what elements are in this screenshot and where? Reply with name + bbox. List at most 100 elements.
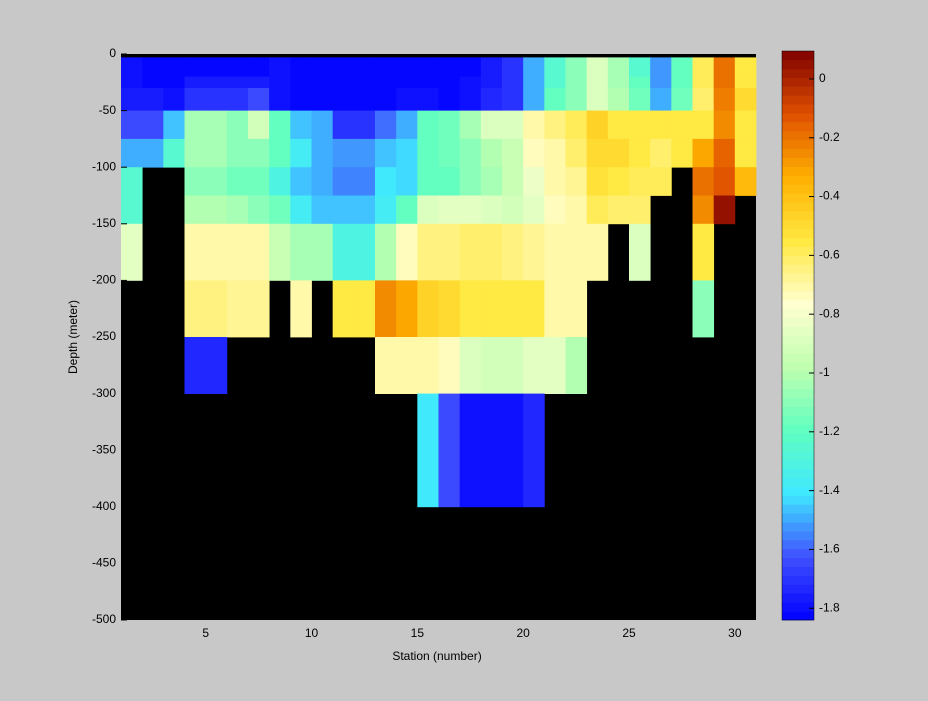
- heatmap-cell: [121, 87, 143, 111]
- heatmap-cell: [607, 76, 630, 89]
- heatmap-cell: [692, 87, 715, 111]
- heatmap-cell: [142, 57, 164, 78]
- colorbar-band: [782, 539, 814, 550]
- heatmap-cell: [565, 223, 588, 281]
- heatmap-cell: [544, 167, 566, 196]
- heatmap-cell: [353, 110, 376, 140]
- heatmap-cell: [523, 87, 545, 111]
- colorbar-band: [782, 95, 814, 105]
- colorbar-band: [782, 406, 814, 416]
- colorbar-band: [782, 122, 814, 132]
- heatmap-cell: [650, 110, 672, 140]
- heatmap-cell: [163, 76, 185, 89]
- heatmap-cell: [375, 337, 397, 394]
- heatmap-cell: [692, 57, 715, 78]
- colorbar-band: [782, 291, 814, 301]
- colorbar-band: [782, 335, 814, 345]
- heatmap-cell: [671, 57, 693, 78]
- y-tick-label: -50: [99, 103, 117, 117]
- heatmap-cell: [586, 87, 609, 111]
- heatmap-cell: [332, 76, 355, 89]
- heatmap-cell: [332, 280, 355, 338]
- heatmap-cell: [121, 223, 143, 281]
- heatmap-cell: [502, 76, 524, 89]
- heatmap-cell: [226, 167, 249, 196]
- heatmap-cell: [480, 110, 503, 140]
- heatmap-cell: [226, 138, 249, 168]
- colorbar-band: [782, 166, 814, 176]
- colorbar-band: [782, 148, 814, 158]
- y-tick-label: -500: [92, 612, 116, 626]
- heatmap-cell: [417, 167, 439, 196]
- heatmap-cell: [269, 223, 291, 281]
- colorbar-band: [782, 557, 814, 567]
- heatmap-cell: [417, 110, 439, 140]
- heatmap-cell: [565, 76, 588, 89]
- heatmap-cell: [226, 195, 249, 225]
- colorbar-band: [782, 388, 814, 399]
- heatmap-cell: [269, 57, 291, 78]
- heatmap-cell: [544, 337, 566, 394]
- colorbar-tick-label: 0: [819, 71, 826, 85]
- heatmap-cell: [311, 110, 334, 140]
- heatmap-cell: [311, 76, 334, 89]
- heatmap-cell: [480, 57, 503, 78]
- heatmap-cell: [205, 195, 228, 225]
- colorbar-band: [782, 477, 814, 487]
- y-tick-label: -350: [92, 442, 116, 456]
- heatmap-cell: [629, 87, 651, 111]
- heatmap-cell: [629, 167, 651, 196]
- heatmap-cell: [459, 138, 482, 168]
- heatmap-cell: [734, 110, 757, 140]
- heatmap-cell: [269, 87, 291, 111]
- heatmap-cell: [586, 138, 609, 168]
- heatmap-cell: [353, 57, 376, 78]
- heatmap-cell: [269, 76, 291, 89]
- heatmap-cell: [586, 57, 609, 78]
- heatmap-cell: [438, 167, 461, 196]
- colorbar-tick-label: -1.6: [819, 542, 840, 556]
- heatmap-cell: [184, 57, 207, 78]
- heatmap-cell: [480, 337, 503, 394]
- colorbar-band: [782, 113, 814, 123]
- heatmap-cell: [417, 195, 439, 225]
- heatmap-cell: [375, 195, 397, 225]
- colorbar-band: [782, 468, 814, 479]
- heatmap-cell: [692, 195, 715, 225]
- heatmap-cell: [375, 87, 397, 111]
- heatmap-cell: [205, 87, 228, 111]
- heatmap-cell: [417, 280, 439, 338]
- colorbar-band: [782, 193, 814, 203]
- heatmap-cell: [502, 393, 524, 508]
- colorbar-band: [782, 575, 814, 585]
- heatmap-cell: [163, 110, 185, 140]
- colorbar-band: [782, 299, 814, 310]
- heatmap-cell: [142, 87, 164, 111]
- heatmap-cell: [544, 195, 566, 225]
- heatmap-cell: [375, 138, 397, 168]
- heatmap-cell: [290, 223, 312, 281]
- heatmap-cell: [586, 110, 609, 140]
- heatmap-cell: [184, 87, 207, 111]
- heatmap-cell: [417, 138, 439, 168]
- y-tick-label: -400: [92, 499, 116, 513]
- colorbar-frame: [781, 50, 815, 621]
- heatmap-cell: [713, 87, 736, 111]
- heatmap-cell: [290, 195, 312, 225]
- heatmap-cell: [480, 223, 503, 281]
- heatmap-cell: [671, 110, 693, 140]
- colorbar-band: [782, 611, 814, 621]
- heatmap-cell: [607, 167, 630, 196]
- heatmap-cell: [671, 76, 693, 89]
- heatmap-cell: [713, 57, 736, 78]
- heatmap-cell: [417, 393, 439, 508]
- colorbar-band: [782, 495, 814, 505]
- heatmap-cell: [459, 57, 482, 78]
- x-tick-label: 25: [622, 626, 636, 640]
- colorbar-band: [782, 68, 814, 78]
- x-tick-label: 20: [516, 626, 530, 640]
- heatmap-cell: [290, 76, 312, 89]
- heatmap-cell: [142, 76, 164, 89]
- colorbar-band: [782, 77, 814, 87]
- heatmap-cell: [205, 110, 228, 140]
